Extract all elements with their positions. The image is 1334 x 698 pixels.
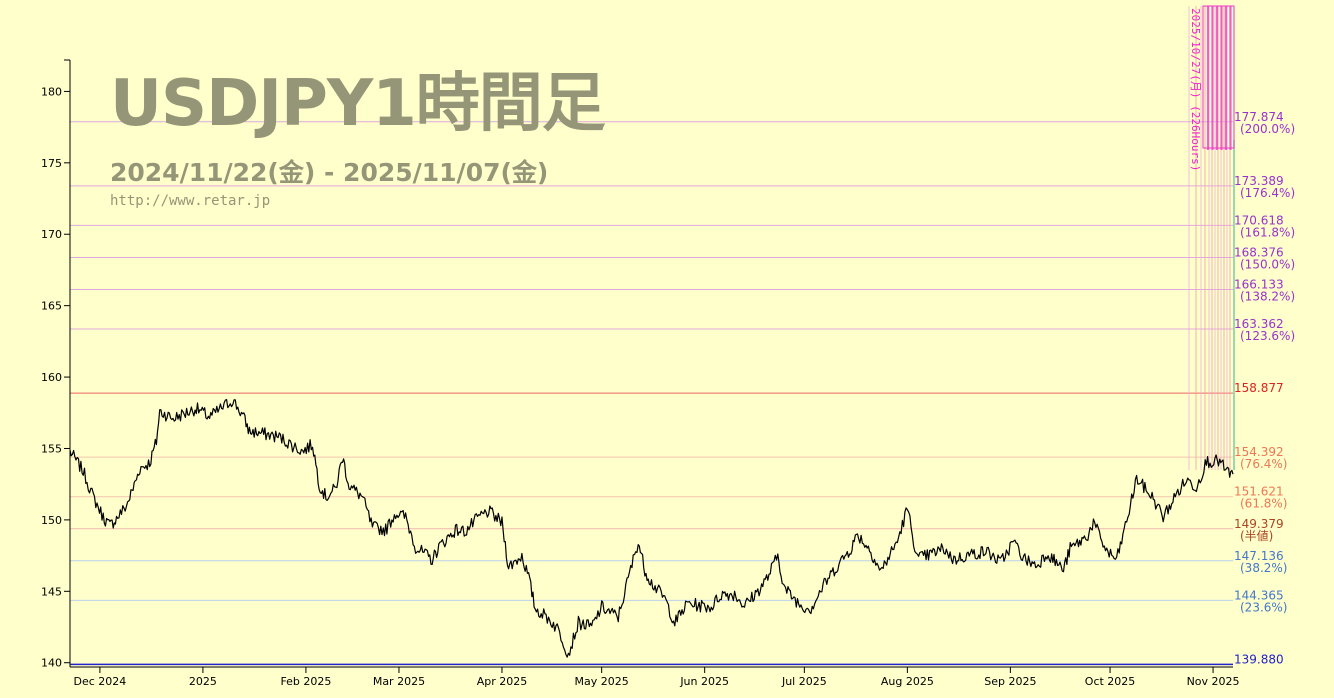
x-tick-label: May 2025: [575, 675, 629, 688]
x-tick-label: Oct 2025: [1085, 675, 1136, 688]
level-percent-label: (161.8%): [1240, 225, 1295, 239]
level-price-label: 151.621: [1234, 485, 1284, 499]
level-price-label: 163.362: [1234, 317, 1284, 331]
y-tick-label: 175: [41, 157, 62, 170]
y-tick-label: 160: [41, 371, 62, 384]
y-tick-label: 150: [41, 514, 62, 527]
y-tick-label: 145: [41, 585, 62, 598]
x-tick-label: Aug 2025: [881, 675, 934, 688]
level-price-label: 168.376: [1234, 245, 1284, 259]
level-percent-label: (半値): [1240, 528, 1273, 543]
time-cycle-lines: 2025/10/27(月) (226Hours): [1188, 5, 1235, 470]
level-percent-label: (176.4%): [1240, 186, 1295, 200]
x-tick-label: Sep 2025: [984, 675, 1036, 688]
level-price-label: 154.392: [1234, 445, 1284, 459]
level-percent-label: (76.4%): [1240, 457, 1287, 471]
date-range: 2024/11/22(金) - 2025/11/07(金): [110, 158, 549, 187]
x-tick-label: 2025: [189, 675, 217, 688]
x-tick-label: Jun 2025: [679, 675, 729, 688]
x-tick-label: Feb 2025: [280, 675, 331, 688]
level-price-label: 158.877: [1234, 381, 1284, 395]
level-price-label: 173.389: [1234, 174, 1284, 188]
level-price-label: 147.136: [1234, 549, 1284, 563]
level-percent-label: (200.0%): [1240, 122, 1295, 136]
site-url: http://www.retar.jp: [110, 193, 271, 209]
level-price-label: 149.379: [1234, 517, 1284, 531]
x-tick-label: Apr 2025: [477, 675, 528, 688]
level-percent-label: (150.0%): [1240, 257, 1295, 271]
level-percent-label: (38.2%): [1240, 561, 1287, 575]
level-labels: 177.874(200.0%) 173.389(176.4%) 170.618(16…: [1234, 110, 1295, 667]
price-line: [69, 399, 1234, 658]
level-percent-label: (61.8%): [1240, 497, 1287, 511]
level-price-label: 139.880: [1234, 652, 1284, 666]
level-percent-label: (123.6%): [1240, 329, 1295, 343]
level-price-label: 177.874: [1234, 110, 1284, 124]
x-tick-label: Dec 2024: [74, 675, 127, 688]
level-price-label: 144.365: [1234, 588, 1284, 602]
axes: 140 145 150 155 160 165 170 175 180 Dec 2024 2025 F…: [41, 59, 1240, 688]
x-tick-label: Jul 2025: [781, 675, 827, 688]
level-price-label: 170.618: [1234, 213, 1284, 227]
level-percent-label: (138.2%): [1240, 289, 1295, 303]
time-cycle-label: 2025/10/27(月) (226Hours): [1189, 8, 1202, 171]
time-cycle-box: [1202, 5, 1235, 149]
x-tick-label: Mar 2025: [373, 675, 425, 688]
y-tick-label: 165: [41, 300, 62, 313]
level-price-label: 166.133: [1234, 277, 1284, 291]
x-tick-label: Nov 2025: [1187, 675, 1240, 688]
chart-title: USDJPY1時間足: [110, 67, 606, 141]
price-series: [69, 399, 1234, 658]
y-tick-label: 170: [41, 228, 62, 241]
fibonacci-levels: [70, 121, 1233, 666]
y-tick-label: 155: [41, 442, 62, 455]
level-percent-label: (23.6%): [1240, 600, 1287, 614]
y-tick-label: 140: [41, 657, 62, 670]
y-tick-label: 180: [41, 85, 62, 98]
